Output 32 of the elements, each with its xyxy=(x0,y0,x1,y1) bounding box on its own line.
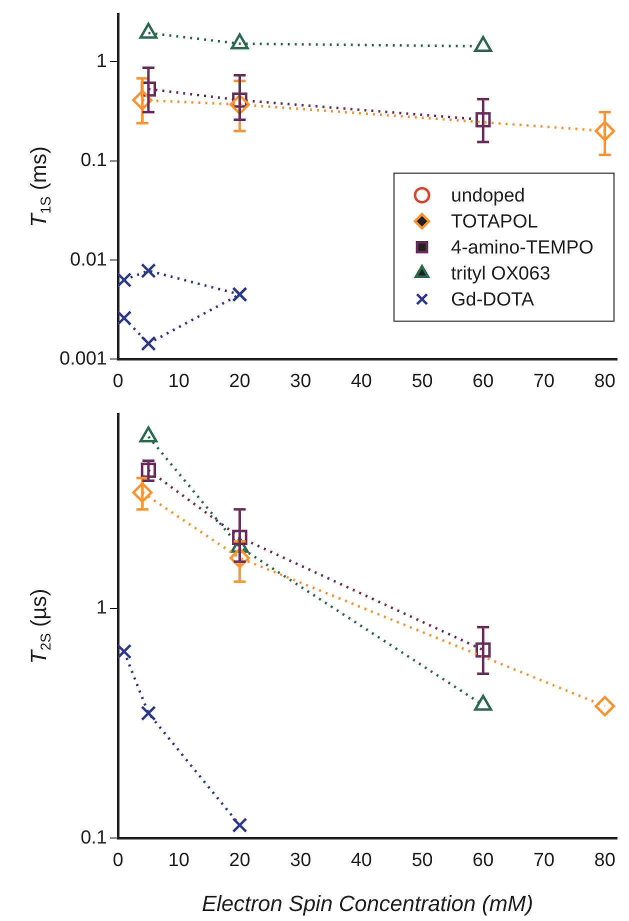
y-tick-label: 0.01 xyxy=(70,249,107,270)
x-tick-label: 20 xyxy=(229,850,250,871)
y-tick-label: 0.1 xyxy=(80,150,107,172)
legend-label: trityl OX063 xyxy=(451,263,550,284)
y-axis-title: T2S (µs) xyxy=(26,588,55,664)
x-tick-label: 30 xyxy=(290,370,312,392)
x-tick-label: 0 xyxy=(112,850,124,871)
y-tick-label: 1 xyxy=(96,598,107,619)
x-axis-title: Electron Spin Concentration (mM) xyxy=(202,891,534,916)
x-tick-label: 80 xyxy=(594,850,616,871)
y-tick-label: 1 xyxy=(96,50,107,72)
x-tick-label: 40 xyxy=(350,850,372,871)
legend-label: undoped xyxy=(451,185,525,206)
x-tick-label: 40 xyxy=(350,370,372,392)
x-tick-label: 50 xyxy=(412,370,433,392)
x-tick-label: 10 xyxy=(168,850,190,871)
y-axis-title: T1S (ms) xyxy=(26,146,55,228)
x-tick-label: 70 xyxy=(533,850,555,871)
legend-label: TOTAPOL xyxy=(451,211,538,232)
x-tick-label: 0 xyxy=(112,370,124,392)
x-tick-label: 70 xyxy=(533,370,555,392)
legend-label: 4-amino-TEMPO xyxy=(451,237,594,258)
x-tick-label: 60 xyxy=(472,850,494,871)
x-tick-label: 10 xyxy=(168,370,190,392)
x-tick-label: 30 xyxy=(290,850,312,871)
legend-label: Gd-DOTA xyxy=(451,289,534,310)
y-tick-label: 0.001 xyxy=(59,348,107,370)
x-tick-label: 80 xyxy=(594,370,616,392)
x-tick-label: 50 xyxy=(412,850,433,871)
x-tick-label: 60 xyxy=(472,370,494,392)
x-tick-label: 20 xyxy=(229,370,250,392)
y-tick-label: 0.1 xyxy=(80,827,107,848)
